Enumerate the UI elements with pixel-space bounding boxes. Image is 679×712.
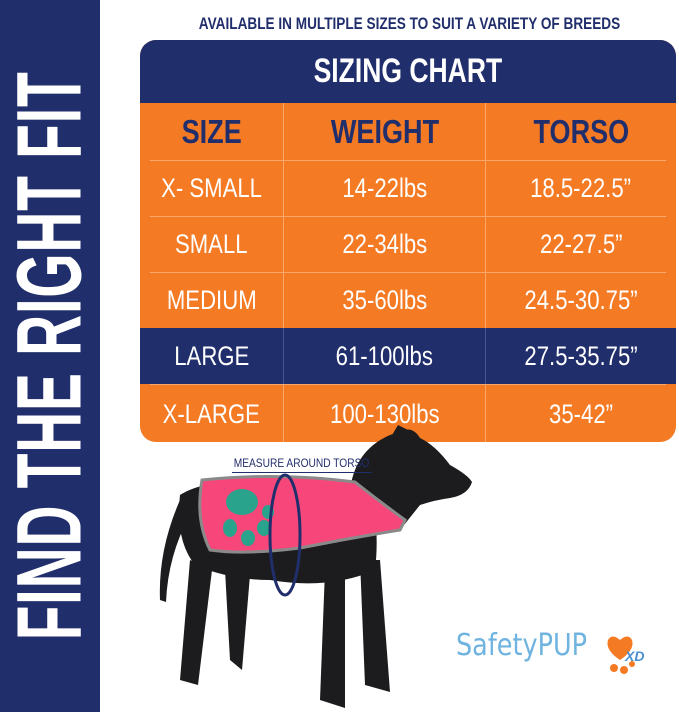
size-cell: SMALL <box>140 216 284 272</box>
torso-measure-ring <box>268 473 302 597</box>
chart-title: SIZING CHART <box>140 40 676 103</box>
paw-logo-icon <box>607 636 635 674</box>
header-row: SIZE WEIGHT TORSO <box>140 103 676 160</box>
torso-cell: 24.5-30.75” <box>524 284 638 315</box>
header-torso: TORSO <box>533 112 629 150</box>
paw-print-icon <box>223 489 274 546</box>
weight-cell: 14-22lbs <box>284 160 486 216</box>
table-row-highlighted: LARGE 61-100lbs 27.5-35.75” <box>140 328 676 384</box>
header-weight: WEIGHT <box>284 103 486 160</box>
table-row: MEDIUM 35-60lbs 24.5-30.75” <box>140 272 676 328</box>
brand-logo: SafetyPUP <box>456 628 587 663</box>
size-cell: LARGE <box>140 328 284 384</box>
header-size: SIZE <box>140 103 284 160</box>
weight-cell: 35-60lbs <box>284 272 486 328</box>
torso-cell: 18.5-22.5” <box>530 172 632 203</box>
size-cell: X-LARGE <box>140 384 284 442</box>
torso-cell: 22-27.5” <box>539 228 623 259</box>
sizing-chart: SIZING CHART SIZE WEIGHT TORSO X- SMALL … <box>140 40 676 442</box>
size-cell: X- SMALL <box>140 160 284 216</box>
dog-in-vest-image <box>159 425 472 708</box>
torso-cell: 35-42” <box>548 398 613 429</box>
weight-cell: 100-130lbs <box>284 384 486 442</box>
table-row: SMALL 22-34lbs 22-27.5” <box>140 216 676 272</box>
torso-cell: 27.5-35.75” <box>524 340 638 371</box>
size-cell: MEDIUM <box>140 272 284 328</box>
table-row: X- SMALL 14-22lbs 18.5-22.5” <box>140 160 676 216</box>
subtitle: AVAILABLE IN MULTIPLE SIZES TO SUIT A VA… <box>198 14 621 33</box>
weight-cell: 61-100lbs <box>284 328 486 384</box>
measure-label: MEASURE AROUND TORSO <box>232 456 372 473</box>
side-banner-text: FIND THE RIGHT FIT <box>0 71 101 641</box>
brand-logo-suffix: XD <box>625 648 645 664</box>
table-row: X-LARGE 100-130lbs 35-42” <box>140 384 676 442</box>
weight-cell: 22-34lbs <box>284 216 486 272</box>
side-banner: FIND THE RIGHT FIT <box>0 0 101 712</box>
